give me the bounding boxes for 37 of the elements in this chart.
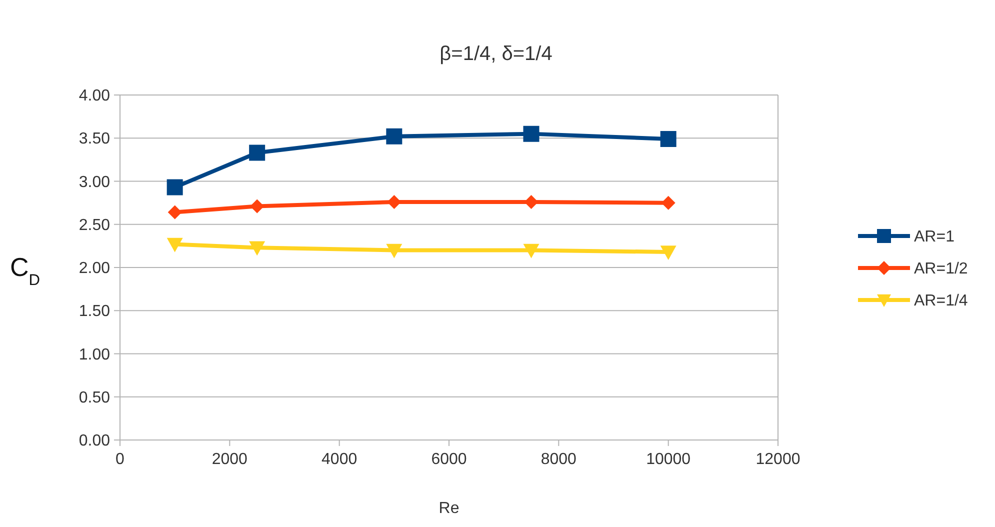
point	[660, 246, 676, 260]
point	[523, 244, 540, 258]
legend-label: AR=1/4	[914, 292, 968, 310]
point	[661, 196, 676, 210]
x-tick-label: 6000	[431, 451, 467, 468]
y-tick-label: 2.50	[78, 216, 110, 234]
chart-title: β=1/4, δ=1/4	[440, 43, 552, 65]
y-tick-label: 3.00	[78, 174, 110, 191]
x-axis-title: Re	[438, 500, 460, 517]
y-axis-title: C$_{D}$	[10, 252, 40, 288]
y-tick-label: 3.50	[78, 130, 110, 148]
point	[386, 244, 402, 258]
point	[168, 205, 182, 220]
point	[166, 179, 183, 196]
y-tick-label: 0.50	[78, 389, 110, 406]
point	[249, 241, 266, 256]
legend-label: AR=1/2	[914, 260, 968, 278]
y-tick-label: 0.00	[78, 432, 110, 450]
x-tick-label: 10000	[646, 451, 691, 468]
x-tick-label: 12000	[756, 451, 800, 468]
point	[523, 126, 540, 142]
legend-label: AR=1	[914, 228, 955, 246]
point	[166, 238, 183, 252]
point	[386, 128, 402, 144]
point	[524, 194, 538, 209]
x-tick-label: 4000	[322, 451, 358, 468]
x-tick-label: 0	[116, 451, 125, 468]
point	[387, 194, 402, 209]
y-tick-label: 2.00	[78, 260, 110, 278]
x-tick-label: 8000	[540, 451, 577, 468]
x-tick-label: 2000	[212, 451, 248, 468]
point	[660, 130, 676, 147]
y-tick-label: 4.00	[78, 88, 110, 105]
point	[249, 144, 266, 161]
y-tick-label: 1.00	[78, 346, 110, 364]
point	[250, 199, 264, 214]
y-tick-label: 1.50	[78, 303, 110, 320]
